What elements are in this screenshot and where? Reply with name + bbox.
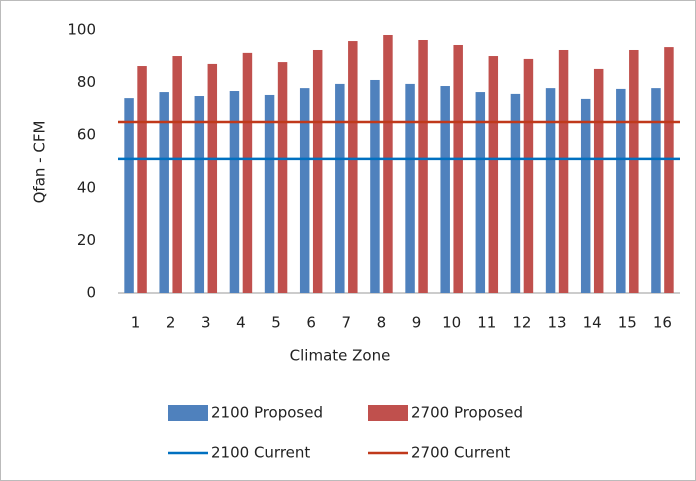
bar [616,88,626,293]
y-tick-label: 80 [77,73,96,91]
y-tick-label: 40 [77,178,96,196]
bar [475,92,486,294]
x-tick-label: 15 [618,314,637,332]
x-tick-label: 7 [342,314,352,332]
bar [207,63,218,293]
bar [523,58,534,294]
bar [348,41,358,293]
bar [453,44,463,294]
y-axis-label: Qfan - CFM [31,121,49,204]
bar [194,96,205,293]
bar [299,88,310,293]
bar [651,88,661,293]
bar [545,88,556,293]
x-tick-label: 10 [442,314,461,332]
legend-swatch [368,405,408,421]
legend-swatch [168,405,208,421]
x-tick-label: 8 [377,314,387,332]
bar [440,86,450,293]
x-tick-label: 16 [653,314,672,332]
bar [159,92,169,294]
bar [172,56,182,293]
x-tick-label: 3 [201,314,211,332]
bar [558,49,569,293]
bar [124,98,134,293]
x-tick-label: 13 [548,314,567,332]
y-tick-label: 20 [77,231,96,249]
x-tick-label: 11 [477,314,496,332]
legend-label: 2100 Current [211,444,310,462]
bar [370,79,380,293]
bar [264,94,275,293]
legend-label: 2100 Proposed [211,404,323,422]
bar [383,34,393,293]
bar [242,52,253,294]
x-tick-label: 5 [271,314,281,332]
bar [510,93,521,293]
x-tick-label: 6 [306,314,316,332]
bar [488,56,499,293]
bar [405,83,415,293]
bar [664,47,674,293]
x-axis-label: Climate Zone [290,347,391,365]
bar [312,49,323,293]
legend-label: 2700 Current [411,444,510,462]
x-tick-label: 14 [583,314,602,332]
x-tick-label: 4 [236,314,246,332]
bar [229,91,240,294]
x-tick-label: 2 [166,314,176,332]
bar [335,83,345,293]
bar [277,62,288,293]
bar [629,49,639,293]
bar [137,66,147,293]
bar [580,98,591,293]
y-tick-label: 60 [77,126,96,144]
y-tick-label: 0 [86,284,96,302]
x-tick-label: 12 [512,314,531,332]
bar [593,68,604,293]
legend-label: 2700 Proposed [411,404,523,422]
y-tick-label: 100 [67,21,96,39]
x-tick-label: 9 [412,314,422,332]
bar [418,39,428,293]
x-tick-label: 1 [131,314,141,332]
